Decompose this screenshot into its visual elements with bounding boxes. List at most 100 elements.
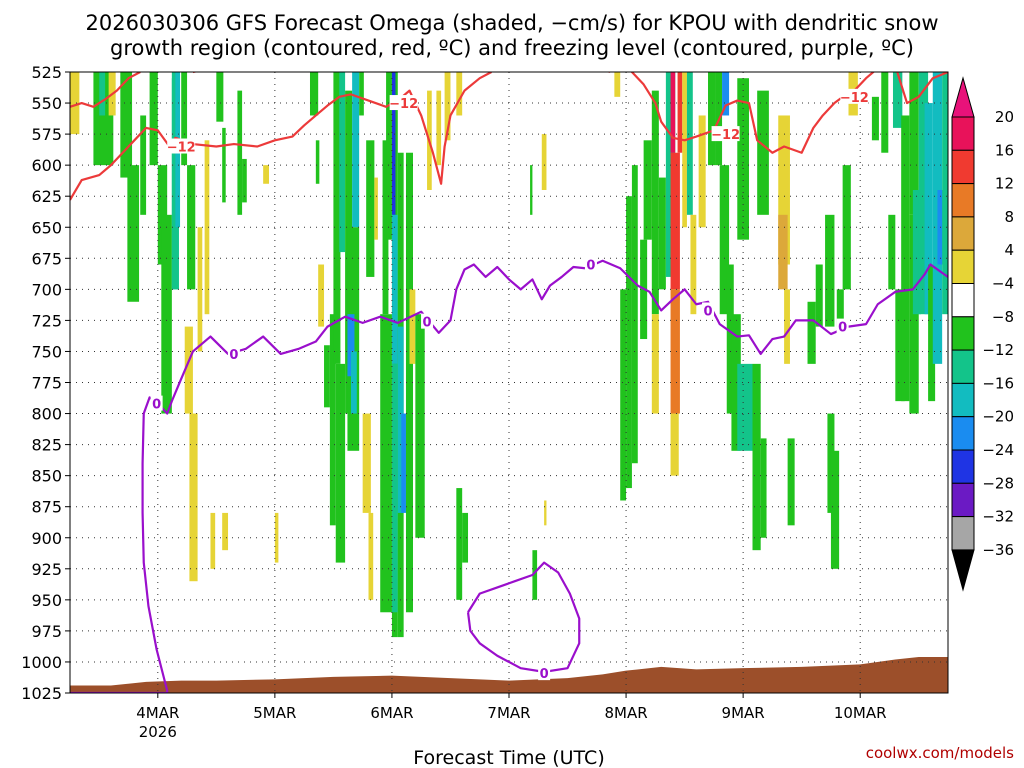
omega-cell — [901, 115, 910, 402]
y-tick-label: 675 — [31, 249, 62, 268]
omega-cell — [658, 177, 666, 290]
omega-cell — [70, 72, 80, 135]
colorbar-tick-label: 4 — [1004, 241, 1014, 259]
omega-cell — [670, 289, 680, 414]
y-tick-label: 625 — [31, 187, 62, 206]
colorbar-bin — [951, 216, 975, 251]
omega-cell — [415, 314, 425, 538]
omega-cell — [456, 488, 463, 600]
omega-cell — [409, 289, 416, 364]
colorbar-tick-label: −24 — [982, 441, 1014, 459]
colorbar-tick-label: −4 — [992, 275, 1014, 293]
freezing-level-label-bg — [227, 345, 240, 361]
omega-cell — [682, 72, 687, 228]
y-tick-label: 575 — [31, 125, 62, 144]
credit-link[interactable]: coolwx.com/models — [866, 744, 1014, 762]
x-tick-label: 5MAR — [253, 704, 296, 722]
omega-cell — [631, 165, 638, 464]
freezing-level-label: 0 — [838, 321, 847, 336]
omega-cell — [456, 72, 463, 116]
colorbar-bin — [951, 116, 975, 151]
omega-cell — [620, 289, 627, 501]
omega-cell — [93, 72, 114, 166]
omega-cell — [237, 90, 243, 215]
y-tick-label: 875 — [31, 498, 62, 517]
omega-cell — [778, 115, 790, 265]
x-axis-label: Forecast Time (UTC) — [413, 747, 604, 768]
omega-cell — [643, 140, 652, 240]
omega-cell — [405, 152, 414, 613]
freezing-level-label-bg — [836, 318, 849, 334]
y-axis: 525 550 575 600 625 650 675 700 725 750 775 800 825 8… — [21, 63, 70, 703]
colorbar-bin — [951, 482, 975, 518]
chart-title-line2: growth region (contoured, red, ºC) and f… — [110, 36, 914, 60]
colorbar-tick-label: 20 — [995, 108, 1014, 126]
omega-cell — [532, 550, 538, 600]
dgz-contour-line — [192, 72, 199, 74]
x-tick-label: 8MAR — [604, 704, 647, 722]
freezing-level-label: 0 — [229, 348, 238, 363]
colorbar-bottom-arrow — [951, 549, 975, 592]
omega-cell — [187, 165, 196, 290]
colorbar-bin — [951, 183, 975, 218]
y-tick-label: 750 — [31, 342, 62, 361]
omega-cell — [315, 140, 320, 184]
freezing-level-label-bg — [584, 256, 597, 272]
colorbar-tick-label: −28 — [982, 474, 1014, 492]
colorbar-bin — [951, 283, 975, 318]
colorbar-bin — [951, 382, 975, 418]
omega-cell — [830, 450, 840, 569]
omega-cell — [836, 289, 844, 327]
omega-cell — [149, 72, 158, 166]
omega-cell — [380, 314, 392, 613]
omega-cell — [324, 345, 330, 408]
x-tick-label: 10MAR — [834, 704, 887, 722]
omega-cell — [120, 72, 133, 178]
freezing-level-label: 0 — [540, 667, 549, 682]
freezing-level-label-bg — [150, 395, 163, 411]
omega-cell — [757, 90, 769, 215]
omega-cell — [368, 512, 374, 600]
omega-cell — [140, 115, 147, 215]
omega-cell — [329, 314, 336, 526]
freezing-level-label: 0 — [152, 398, 161, 413]
omega-cell — [842, 165, 851, 290]
dgz-contour-label: −12 — [840, 91, 869, 106]
freezing-level-label-bg — [421, 313, 434, 329]
omega-cell — [216, 72, 224, 122]
omega-cell — [263, 165, 270, 184]
omega-cell — [99, 72, 106, 116]
omega-cell — [626, 196, 632, 489]
colorbar-bin — [951, 416, 975, 451]
omega-cell — [825, 214, 835, 327]
freezing-level-line — [466, 561, 581, 673]
omega-cell — [918, 72, 929, 315]
omega-cell — [881, 72, 889, 153]
colorbar-tick-label: −32 — [982, 508, 1014, 526]
freezing-level-label: 0 — [423, 316, 432, 331]
x-tick-sublabel: 2026 — [139, 723, 177, 741]
omega-cell — [382, 140, 389, 315]
colorbar-tick-label: −12 — [982, 341, 1014, 359]
omega-cell — [436, 90, 442, 166]
omega-cell — [184, 326, 193, 414]
omega-cell — [462, 512, 469, 563]
omega-cell — [760, 438, 767, 538]
omega-cell — [677, 72, 683, 153]
colorbar-tick-label: −36 — [982, 541, 1014, 559]
colorbar-top-arrow — [951, 76, 975, 118]
y-tick-label: 950 — [31, 591, 62, 610]
omega-cell — [444, 72, 451, 141]
freezing-level-label: 0 — [703, 304, 712, 319]
terrain-fill — [70, 656, 948, 693]
omega-cell — [807, 301, 816, 364]
colorbar-tick-label: −20 — [982, 408, 1014, 426]
dgz-contour-label-bg — [389, 95, 418, 111]
omega-cell — [708, 72, 716, 166]
y-tick-label: 975 — [31, 622, 62, 641]
omega-cell — [391, 72, 396, 215]
omega-cell — [892, 72, 903, 128]
omega-cell — [362, 413, 371, 513]
chart-title-line1: 2026030306 GFS Forecast Omega (shaded, −… — [85, 11, 938, 35]
omega-cell — [127, 165, 140, 302]
